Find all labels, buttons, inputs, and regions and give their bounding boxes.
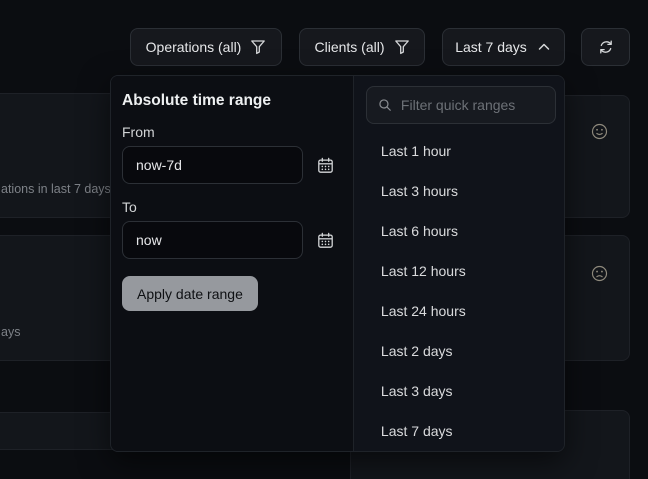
to-label: To — [122, 199, 137, 215]
time-range-button[interactable]: Last 7 days — [442, 28, 565, 66]
refresh-button[interactable] — [581, 28, 630, 66]
refresh-icon — [599, 40, 612, 54]
from-label: From — [122, 124, 155, 140]
quick-range-option[interactable]: Last 1 hour — [380, 143, 451, 159]
funnel-icon — [394, 40, 409, 55]
clients-filter-button[interactable]: Clients (all) — [299, 28, 425, 66]
absolute-time-range-section: Absolute time range From To — [111, 76, 353, 451]
panel-subtitle-text: ays — [1, 325, 21, 339]
calendar-icon — [317, 232, 333, 248]
quick-range-option[interactable]: Last 24 hours — [380, 303, 466, 319]
calendar-icon — [317, 157, 333, 173]
from-input[interactable] — [122, 146, 303, 184]
frowning-face-icon — [591, 265, 608, 282]
quick-range-option[interactable]: Last 6 hours — [380, 223, 458, 239]
quick-range-option[interactable]: Last 7 days — [380, 423, 453, 439]
chevron-up-icon — [538, 43, 550, 50]
absolute-time-range-title: Absolute time range — [122, 92, 271, 109]
clients-filter-label: Clients (all) — [314, 39, 385, 55]
quick-ranges-filter-input[interactable] — [365, 86, 556, 124]
quick-range-option[interactable]: Last 3 days — [380, 383, 453, 399]
operations-filter-label: Operations (all) — [145, 39, 242, 55]
to-input[interactable] — [122, 221, 303, 259]
from-calendar-button[interactable] — [315, 157, 335, 177]
to-calendar-button[interactable] — [315, 232, 335, 252]
time-range-label: Last 7 days — [455, 39, 527, 55]
quick-range-option[interactable]: Last 2 days — [380, 343, 453, 359]
funnel-icon — [251, 40, 266, 55]
apply-date-range-button[interactable]: Apply date range — [122, 276, 258, 311]
quick-ranges-section: Last 1 hour Last 3 hours Last 6 hours La… — [352, 76, 564, 451]
time-picker-dropdown: Absolute time range From To — [110, 75, 565, 452]
quick-range-option[interactable]: Last 3 hours — [380, 183, 458, 199]
panel-subtitle-text: ations in last 7 days — [1, 182, 111, 196]
operations-filter-button[interactable]: Operations (all) — [130, 28, 282, 66]
smiling-face-icon — [591, 123, 608, 140]
quick-range-option[interactable]: Last 12 hours — [380, 263, 466, 279]
